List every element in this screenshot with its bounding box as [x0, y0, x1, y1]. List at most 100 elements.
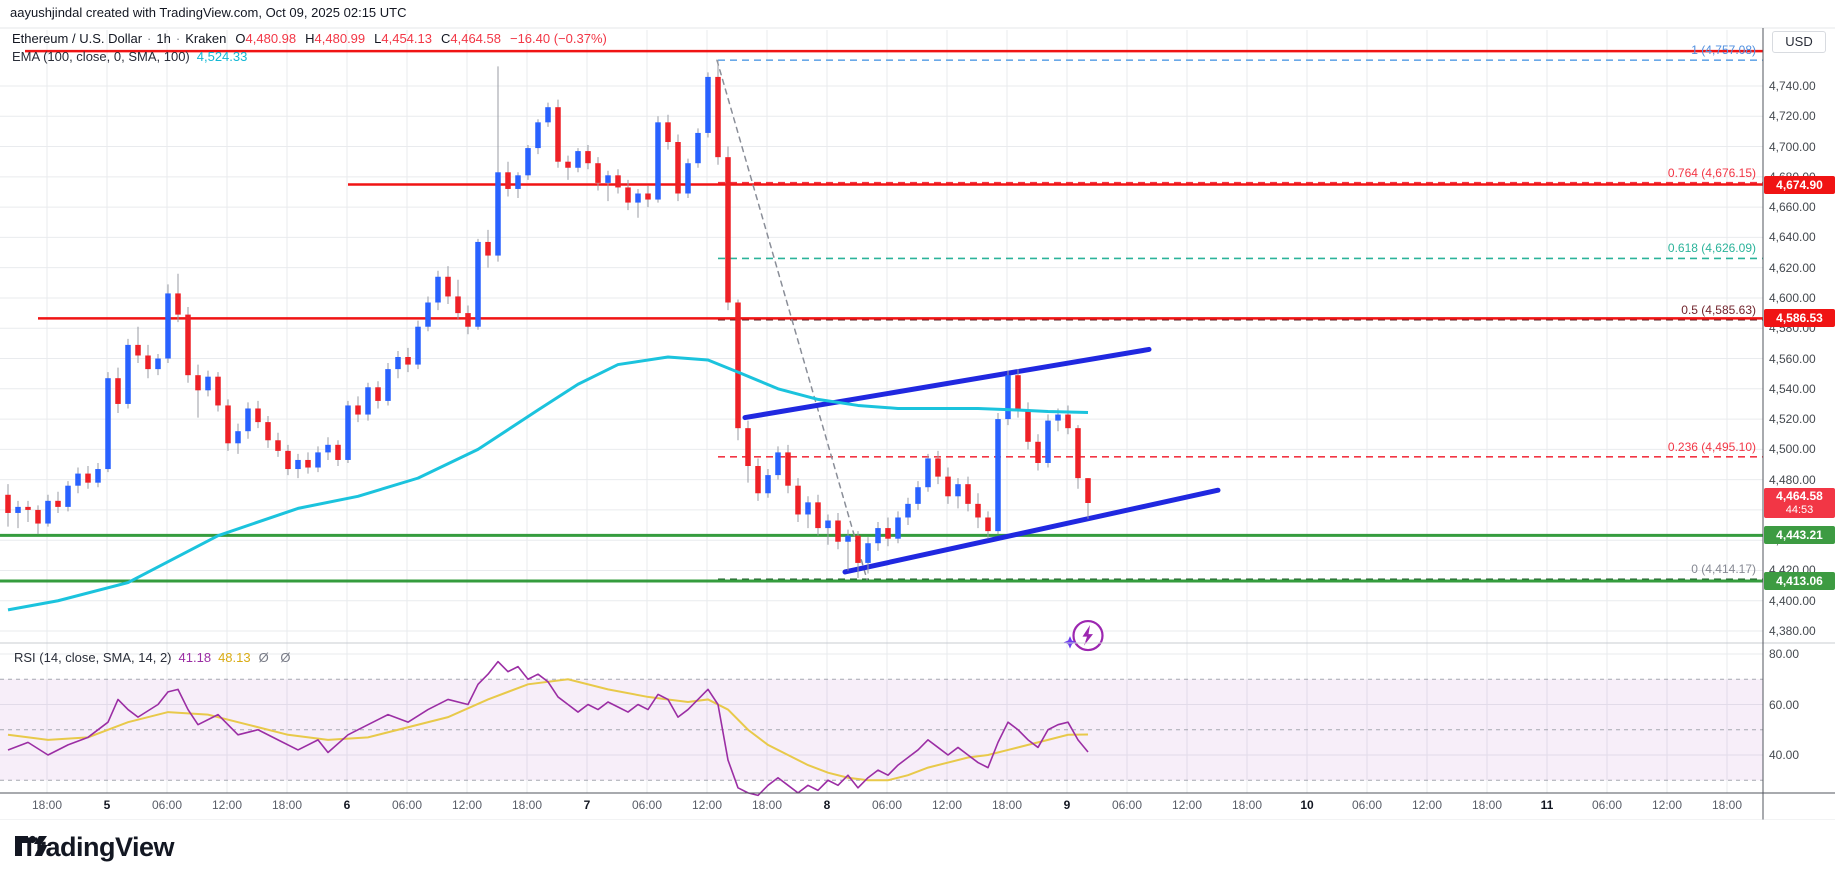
candle-body: [55, 500, 61, 507]
candle-body: [855, 535, 861, 563]
candle-body: [845, 535, 851, 542]
rsi-legend-row[interactable]: RSI (14, close, SMA, 14, 2) 41.18 48.13 Ø Ø: [14, 650, 294, 665]
candle-body: [605, 175, 611, 183]
candle-body: [465, 313, 471, 327]
candle-body: [835, 520, 841, 542]
rsi-value: 41.18: [178, 650, 212, 665]
candle-body: [645, 193, 651, 200]
currency-toggle[interactable]: USD: [1772, 31, 1826, 53]
candle-body: [525, 148, 531, 176]
candle-body: [125, 344, 131, 404]
rsi-tick-label: 60.00: [1769, 697, 1800, 712]
rsi-ma-line: [7, 678, 1089, 782]
price-tick-label: 4,500.00: [1769, 442, 1816, 457]
fib-level-label: 0.5 (4,585.63): [1681, 302, 1756, 317]
candle-body: [285, 450, 291, 470]
candle-body: [735, 302, 741, 429]
candle-body: [785, 452, 791, 486]
time-tick-label: 06:00: [631, 798, 663, 812]
lower-channel-line: [842, 487, 1221, 575]
candle-body: [245, 408, 251, 432]
candle-body: [925, 458, 931, 488]
candle-body: [5, 494, 11, 513]
time-tick-label: 18:00: [1711, 798, 1743, 812]
fib-level-label: 0.236 (4,495.10): [1667, 439, 1756, 454]
tradingview-logo-icon: [15, 835, 48, 856]
candle-body: [155, 358, 161, 370]
interval-label: 1h: [156, 31, 171, 46]
price-tick-label: 4,740.00: [1769, 79, 1816, 93]
candle-body: [185, 314, 191, 376]
price-tick-label: 4,620.00: [1769, 260, 1816, 275]
rsi-ma-value: 48.13: [218, 650, 251, 665]
price-tick-label: 4,380.00: [1769, 624, 1816, 639]
candle-body: [695, 132, 701, 164]
candle-body: [985, 517, 991, 532]
ohlc-close: C4,464.58: [440, 31, 501, 46]
candle-body: [1045, 420, 1051, 463]
candle-body: [955, 484, 961, 497]
price-tick-label: 4,540.00: [1769, 381, 1816, 396]
candle-body: [175, 293, 181, 315]
candle-body: [225, 405, 231, 444]
candle-body: [995, 419, 1001, 532]
candle-body: [195, 375, 201, 391]
time-tick-label: 18:00: [511, 798, 543, 812]
candle-body: [625, 187, 631, 203]
candle-body: [165, 293, 171, 359]
candle-body: [585, 151, 591, 164]
candle-body: [565, 161, 571, 168]
time-tick-label: 06:00: [871, 798, 903, 812]
upper-channel-line: [742, 346, 1152, 421]
candle-body: [455, 296, 461, 314]
price-badge: 4,443.21: [1764, 526, 1835, 545]
candle-body: [765, 475, 771, 494]
price-tick-label: 4,720.00: [1769, 109, 1816, 124]
candle-body: [405, 357, 411, 365]
time-tick-label: 7: [583, 798, 591, 812]
candle-body: [375, 387, 381, 401]
time-tick-label: 06:00: [1591, 798, 1623, 812]
candle-body: [325, 444, 331, 453]
symbol-name: Ethereum / U.S. Dollar: [12, 31, 143, 46]
time-tick-label: 18:00: [751, 798, 783, 812]
candle-body: [675, 142, 681, 194]
tradingview-logo[interactable]: TradingView: [13, 832, 175, 863]
time-tick-label: 11: [1540, 798, 1554, 812]
rsi-params-icons: Ø Ø: [258, 650, 295, 665]
candle-body: [655, 122, 661, 200]
candle-body: [775, 452, 781, 476]
price-tick-label: 4,400.00: [1769, 593, 1816, 608]
candle-body: [1035, 441, 1041, 463]
price-tick-label: 4,700.00: [1769, 139, 1816, 154]
last-price-badge[interactable]: 4,464.58 44:53: [1764, 487, 1835, 518]
rsi-tick-label: 80.00: [1769, 647, 1800, 661]
candle-body: [1025, 409, 1031, 442]
candle-body: [705, 76, 711, 133]
symbol-info-row[interactable]: Ethereum / U.S. Dollar · 1h · Kraken O4,480.9…: [12, 31, 607, 46]
ema-legend-row[interactable]: EMA (100, close, 0, SMA, 100) 4,524.33: [12, 49, 247, 64]
bar-countdown: 44:53: [1785, 503, 1814, 516]
candle-body: [865, 543, 871, 563]
time-tick-label: 18:00: [1471, 798, 1503, 812]
price-badge: 4,674.90: [1764, 175, 1835, 194]
candle-body: [395, 357, 401, 370]
time-tick-label: 6: [343, 798, 351, 812]
time-tick-label: 12:00: [931, 798, 963, 812]
rsi-tick-label: 40.00: [1769, 748, 1800, 762]
candle-body: [895, 517, 901, 539]
separator-dot: ·: [147, 31, 152, 46]
candle-body: [1075, 428, 1081, 479]
candle-body: [335, 444, 341, 460]
candle-body: [905, 503, 911, 518]
candle-body: [825, 520, 831, 529]
separator-dot: ·: [175, 31, 181, 46]
candle-body: [1065, 414, 1071, 429]
candle-body: [635, 193, 641, 203]
candle-body: [915, 487, 921, 504]
candle-body: [355, 405, 361, 415]
candle-body: [755, 466, 761, 494]
time-tick-label: 18:00: [31, 798, 63, 812]
